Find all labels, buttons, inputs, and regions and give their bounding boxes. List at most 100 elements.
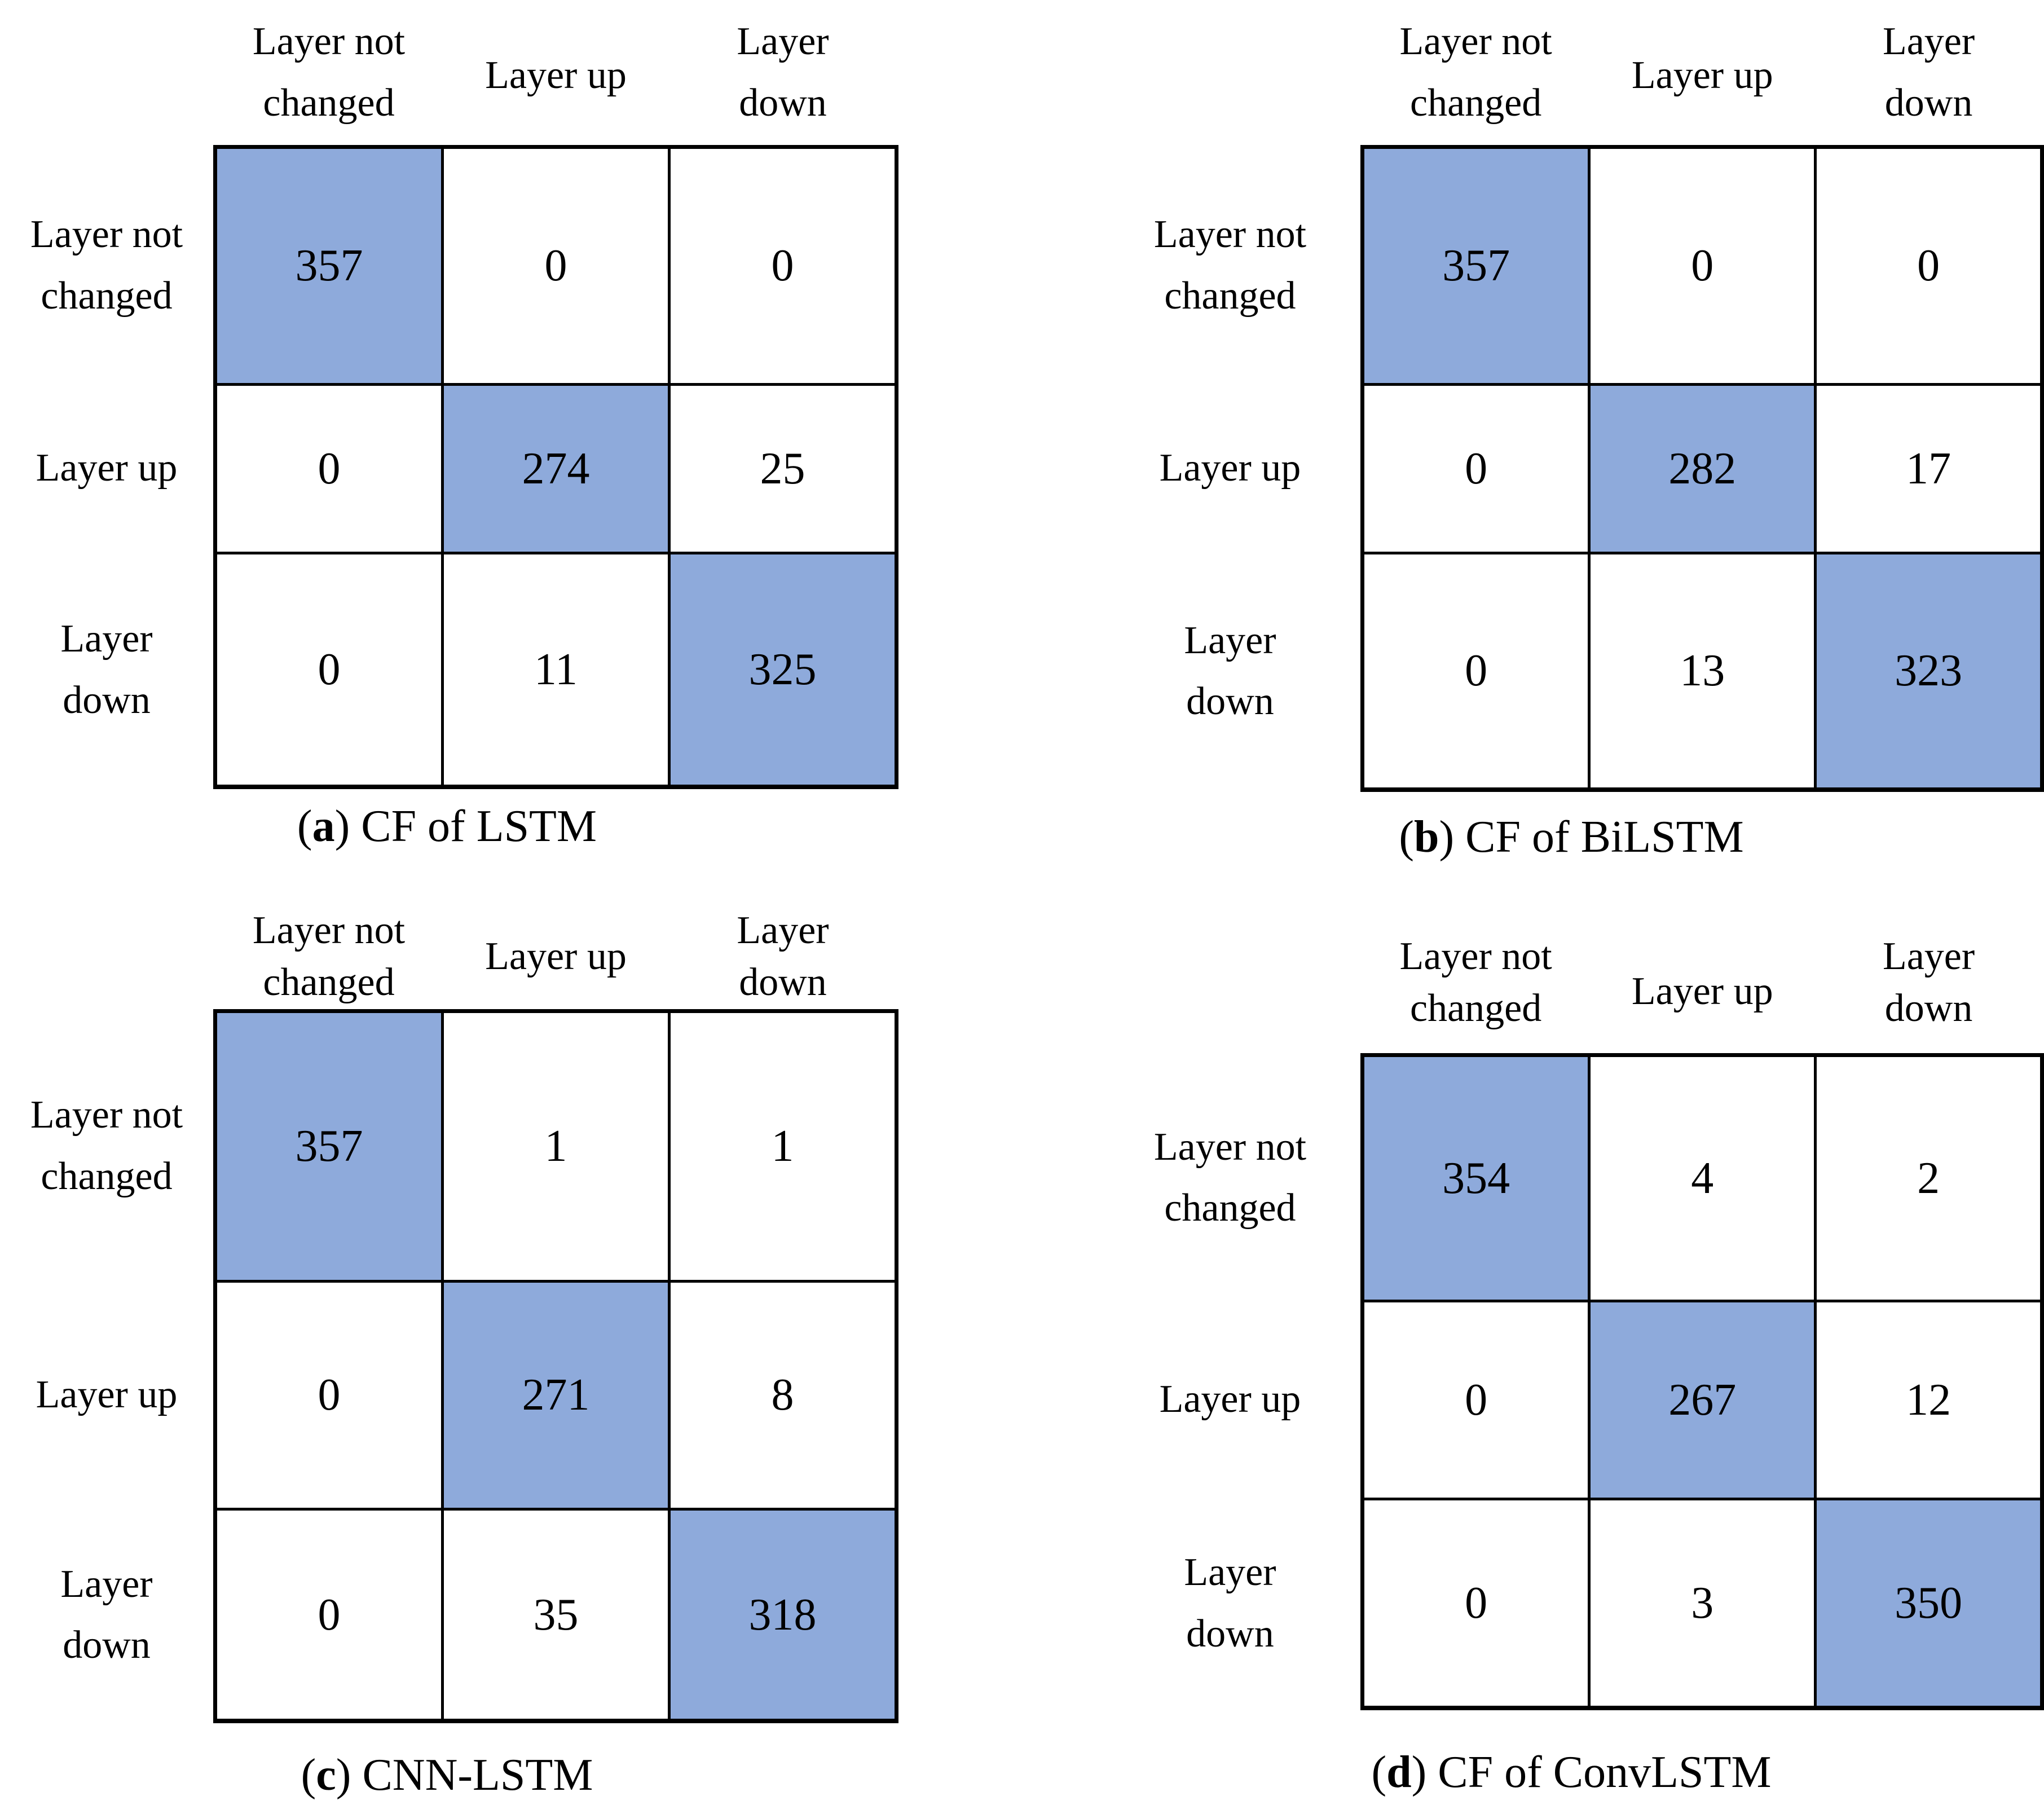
row-header-line: Layer up	[1159, 1377, 1301, 1421]
row-header-line: Layer	[60, 617, 153, 661]
matrix-cell: 0	[1588, 144, 1817, 386]
row-header-layer-not-changed: Layer not changed	[0, 1011, 215, 1281]
caption-text: ) CF of ConvLSTM	[1411, 1747, 1772, 1797]
confusion-matrix-d: Layer not changed Layer up Layer down La…	[1100, 925, 2044, 1710]
row-header-line: Layer up	[1159, 446, 1301, 490]
row-header-line: changed	[41, 274, 173, 318]
matrix-cell: 13	[1588, 551, 1817, 792]
matrix-cell: 1	[441, 1009, 671, 1283]
matrix-cell: 282	[1588, 382, 1817, 554]
matrix-cell: 3	[1588, 1497, 1817, 1710]
col-header-layer-down: Layer down	[1816, 7, 2042, 147]
panel-caption-b: (b) CF of BiLSTM	[1100, 808, 2043, 866]
corner-spacer	[0, 902, 215, 1011]
col-header-line: Layer up	[485, 54, 627, 97]
matrix-cell: 350	[1814, 1497, 2044, 1710]
row-header-line: Layer not	[1153, 213, 1307, 256]
col-header-line: Layer	[737, 20, 829, 63]
matrix-cell: 323	[1814, 551, 2044, 792]
caption-paren: (	[297, 802, 312, 851]
col-header-layer-not-changed: Layer not changed	[1362, 925, 1589, 1055]
row-header-line: Layer up	[36, 1373, 178, 1417]
row-header-layer-down: Layer down	[0, 553, 215, 787]
matrix-cell: 0	[1360, 1497, 1591, 1710]
col-header-line: down	[739, 81, 827, 125]
col-header-line: Layer up	[1631, 54, 1773, 97]
matrix-cell: 1	[668, 1009, 898, 1283]
row-header-layer-up: Layer up	[0, 384, 215, 553]
matrix-cell: 354	[1360, 1053, 1591, 1302]
row-header-line: changed	[41, 1154, 173, 1198]
matrix-cell: 25	[668, 382, 898, 554]
row-header-layer-down: Layer down	[1100, 1499, 1362, 1708]
row-header-line: Layer	[1184, 1551, 1276, 1594]
matrix-cell: 357	[1360, 144, 1591, 386]
row-header-layer-not-changed: Layer not changed	[1100, 1055, 1362, 1301]
col-header-layer-up: Layer up	[443, 7, 669, 147]
matrix-cell: 357	[213, 144, 444, 386]
col-header-layer-up: Layer up	[1589, 7, 1816, 147]
caption-letter: d	[1386, 1747, 1412, 1797]
matrix-cell: 11	[441, 551, 671, 789]
row-header-layer-up: Layer up	[1100, 384, 1362, 553]
corner-spacer	[1100, 7, 1362, 147]
caption-paren: (	[1371, 1747, 1387, 1797]
matrix-cell: 267	[1588, 1299, 1817, 1500]
matrix-cell: 0	[213, 382, 444, 554]
matrix-cell: 0	[1360, 551, 1591, 792]
confusion-matrix-b: Layer not changed Layer up Layer down La…	[1100, 7, 2044, 792]
matrix-cell: 12	[1814, 1299, 2044, 1500]
matrix-cell: 274	[441, 382, 671, 554]
caption-letter: c	[316, 1750, 336, 1800]
row-header-layer-down: Layer down	[1100, 553, 1362, 790]
caption-letter: a	[312, 802, 335, 851]
col-header-line: changed	[1410, 81, 1542, 125]
col-header-layer-down: Layer down	[1816, 925, 2042, 1055]
col-header-layer-not-changed: Layer not changed	[215, 7, 443, 147]
matrix-cell: 0	[1360, 1299, 1591, 1500]
matrix-cell: 17	[1814, 382, 2044, 554]
row-header-line: down	[1186, 680, 1274, 723]
matrix-cell: 0	[1360, 382, 1591, 554]
matrix-cell: 271	[441, 1279, 671, 1511]
row-header-layer-not-changed: Layer not changed	[0, 147, 215, 384]
col-header-layer-down: Layer down	[669, 902, 897, 1011]
matrix-cell: 0	[668, 144, 898, 386]
col-header-line: changed	[263, 81, 395, 125]
col-header-layer-not-changed: Layer not changed	[215, 902, 443, 1011]
col-header-line: Layer	[737, 909, 829, 952]
caption-text: ) CNN-LSTM	[336, 1750, 593, 1800]
corner-spacer	[0, 7, 215, 147]
row-header-layer-not-changed: Layer not changed	[1100, 147, 1362, 384]
matrix-cell: 0	[213, 1279, 444, 1511]
panel-c: Layer not changed Layer up Layer down La…	[0, 902, 898, 1804]
panel-caption-a: (a) CF of LSTM	[0, 797, 894, 856]
col-header-line: Layer not	[252, 20, 406, 63]
row-header-line: changed	[1164, 1186, 1296, 1230]
col-header-line: changed	[263, 961, 395, 1005]
matrix-cell: 35	[441, 1507, 671, 1724]
row-header-line: Layer up	[36, 446, 178, 490]
matrix-cell: 8	[668, 1279, 898, 1511]
row-header-line: Layer not	[30, 1093, 183, 1137]
confusion-matrix-c: Layer not changed Layer up Layer down La…	[0, 902, 898, 1724]
row-header-line: Layer not	[30, 213, 183, 256]
col-header-layer-up: Layer up	[443, 902, 669, 1011]
confusion-matrix-a: Layer not changed Layer up Layer down La…	[0, 7, 898, 789]
matrix-cell: 0	[1814, 144, 2044, 386]
matrix-cell: 318	[668, 1507, 898, 1724]
col-header-line: Layer up	[1631, 970, 1773, 1014]
row-header-line: Layer	[60, 1562, 153, 1606]
row-header-line: Layer	[1184, 618, 1276, 662]
col-header-line: Layer not	[1399, 20, 1552, 63]
col-header-line: down	[1884, 81, 1973, 125]
caption-letter: b	[1414, 812, 1439, 862]
caption-text: ) CF of LSTM	[334, 802, 597, 851]
col-header-line: Layer not	[1399, 935, 1552, 978]
col-header-line: Layer	[1882, 20, 1975, 63]
row-header-layer-up: Layer up	[1100, 1301, 1362, 1499]
matrix-cell: 357	[213, 1009, 444, 1283]
matrix-cell: 4	[1588, 1053, 1817, 1302]
panel-d: Layer not changed Layer up Layer down La…	[1100, 925, 2044, 1802]
